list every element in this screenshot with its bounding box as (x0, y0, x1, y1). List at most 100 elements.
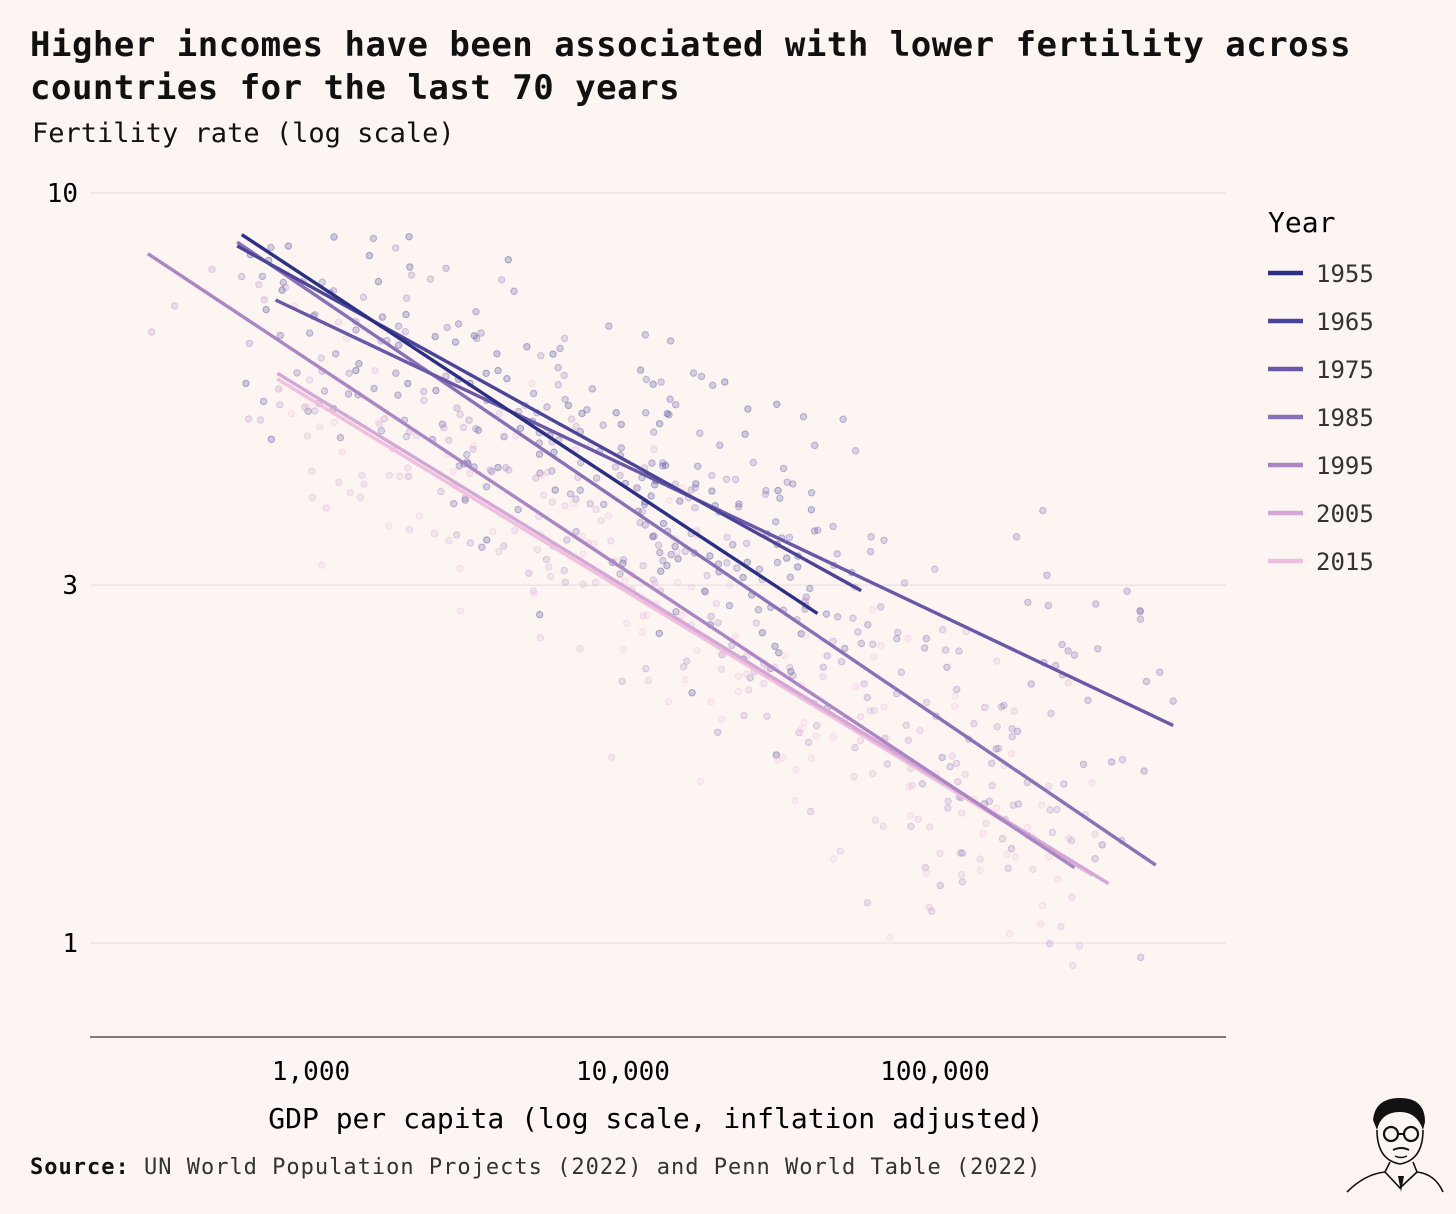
legend-label: 1995 (1316, 452, 1374, 480)
data-point (666, 337, 675, 345)
data-point (860, 680, 868, 688)
data-point (687, 583, 696, 591)
data-point (681, 676, 689, 684)
data-point (951, 692, 959, 700)
data-point (985, 797, 994, 805)
data-point (746, 674, 754, 682)
data-point (666, 395, 674, 403)
data-point (1004, 864, 1012, 872)
data-point (147, 328, 156, 336)
data-point (954, 778, 962, 786)
data-point (789, 671, 797, 680)
data-point (958, 849, 967, 857)
data-point (981, 703, 989, 712)
data-point (761, 490, 770, 499)
data-point (494, 366, 502, 375)
data-point (371, 367, 379, 375)
data-point (1044, 601, 1053, 610)
data-point (799, 413, 808, 421)
data-point (900, 579, 909, 587)
data-point (671, 542, 679, 551)
data-point (322, 504, 331, 512)
data-point (579, 580, 587, 588)
data-point (616, 570, 624, 578)
data-point (293, 369, 301, 377)
data-point (779, 753, 787, 762)
data-point (870, 706, 878, 715)
data-point (922, 634, 931, 643)
data-point (648, 459, 656, 467)
data-point (745, 686, 753, 694)
data-point (742, 539, 751, 548)
data-point (760, 679, 768, 688)
data-point (592, 474, 601, 482)
data-point (922, 698, 931, 707)
data-point (385, 522, 393, 530)
legend-label: 1965 (1316, 308, 1374, 336)
data-point (877, 603, 885, 611)
data-point (771, 642, 779, 650)
data-point (369, 234, 378, 243)
data-point (317, 354, 325, 362)
data-point (611, 463, 620, 471)
data-point (676, 497, 684, 505)
data-point (1084, 696, 1092, 704)
data-point (591, 578, 600, 587)
data-point (654, 541, 663, 549)
data-point (605, 322, 613, 330)
data-point (478, 543, 486, 551)
data-point (904, 634, 912, 643)
data-point (797, 725, 805, 733)
data-point (649, 380, 657, 388)
data-point (993, 657, 1001, 665)
data-point (740, 711, 748, 720)
data-point (404, 379, 412, 388)
data-point (405, 526, 414, 534)
data-point (822, 610, 831, 618)
data-point (772, 518, 780, 526)
data-point (407, 271, 416, 279)
data-point (276, 401, 284, 409)
data-point (500, 433, 508, 441)
data-point (256, 416, 265, 424)
data-point (650, 532, 658, 540)
data-point (463, 450, 471, 459)
data-point (639, 562, 647, 570)
data-point (880, 703, 888, 711)
data-point (375, 418, 383, 426)
data-point (749, 458, 758, 467)
data-point (786, 573, 794, 581)
data-point (576, 486, 584, 494)
data-point (267, 243, 275, 252)
data-point (1012, 533, 1021, 541)
data-point (572, 495, 580, 503)
data-point (673, 548, 681, 556)
data-point (470, 332, 479, 340)
data-point (994, 744, 1003, 753)
data-point (651, 481, 659, 489)
data-point (523, 343, 531, 351)
data-point (576, 645, 584, 653)
data-point (812, 732, 820, 740)
data-point (657, 567, 665, 575)
data-point (320, 387, 329, 395)
y-axis-title: Fertility rate (log scale) (32, 118, 455, 149)
data-point (739, 573, 747, 582)
data-point (921, 864, 930, 872)
scatter-points (147, 233, 1177, 970)
data-point (807, 489, 816, 497)
data-point (856, 736, 865, 745)
data-point (692, 480, 700, 488)
data-point (657, 378, 665, 386)
data-point (1000, 701, 1008, 710)
data-point (647, 492, 655, 500)
data-point (1098, 841, 1106, 849)
data-point (864, 621, 872, 629)
data-point (525, 569, 533, 577)
data-point (1008, 725, 1016, 733)
data-point (486, 466, 494, 474)
data-point (800, 719, 808, 727)
data-point (401, 328, 410, 336)
data-point (394, 322, 403, 330)
